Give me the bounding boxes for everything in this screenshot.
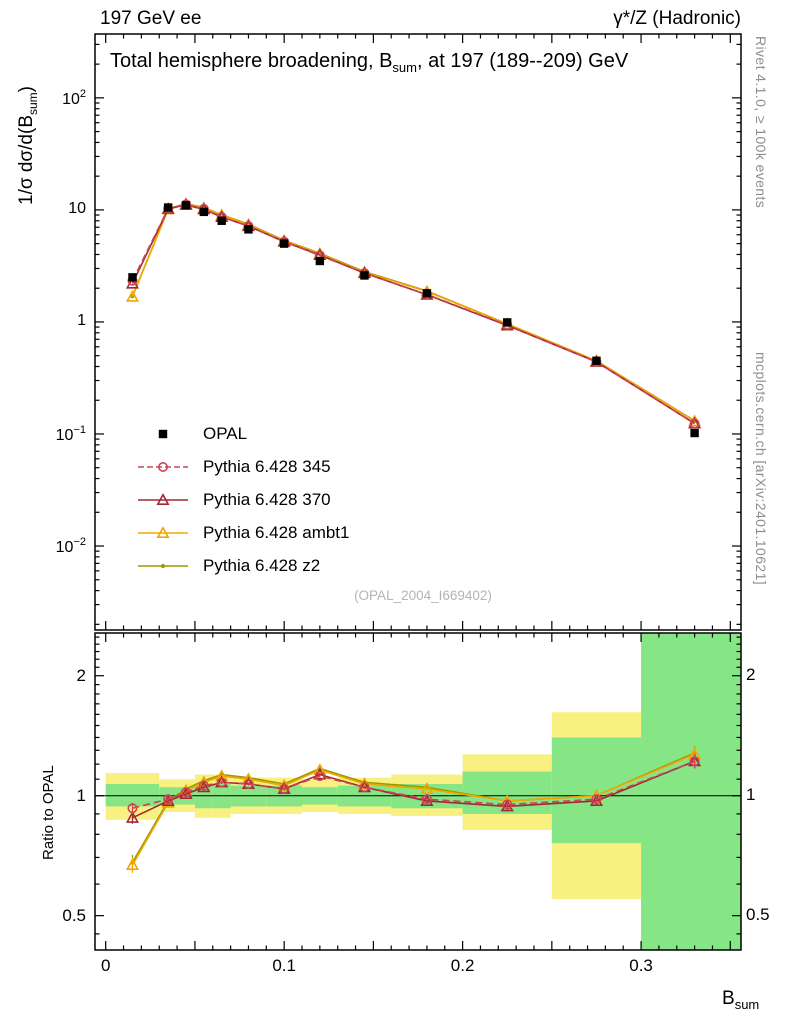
legend-item-pythia-6-428-z2: Pythia 6.428 z2	[136, 549, 349, 582]
green-band-bin	[641, 633, 741, 950]
legend-marker-triangle-icon	[138, 525, 188, 538]
main-series-pythia-6-428-z2	[130, 201, 697, 423]
x-tick-label: 0	[100, 956, 111, 975]
main-y-tick-label: 10	[68, 199, 86, 217]
main-series-pythia-6-428-370	[125, 197, 702, 429]
ratio-y-tick-label: 0.5	[62, 905, 86, 925]
legend-item-label: OPAL	[203, 423, 248, 443]
x-tick-label: 0.2	[450, 956, 475, 975]
x-tick-label: 0.3	[629, 956, 653, 975]
main-series-pythia-6-428-345	[127, 199, 700, 429]
legend-item-pythia-6-428-345: Pythia 6.428 345	[136, 450, 349, 483]
ratio-y-tick-label: 1	[76, 785, 86, 805]
main-y-tick-label: 10−1	[55, 423, 86, 444]
legend-marker-square-icon	[158, 429, 168, 438]
x-tick-label: 0.1	[272, 956, 296, 975]
legend-item-label: Pythia 6.428 370	[203, 489, 331, 509]
plot-title-sub: sum	[392, 60, 417, 75]
process-label: γ*/Z (Hadronic)	[613, 8, 741, 29]
ratio-y-tick-label: 2	[76, 665, 86, 685]
analysis-id-watermark: (OPAL_2004_I669402)	[354, 588, 492, 603]
main-y-tick-label: 10−2	[55, 536, 86, 557]
legend-marker-dot-icon	[138, 563, 188, 568]
legend-item-label: Pythia 6.428 ambt1	[203, 522, 350, 542]
x-axis-label-sub: sum	[734, 996, 760, 1012]
legend-marker-circle-icon	[138, 461, 188, 472]
main-plot-frame	[94, 33, 742, 631]
ratio-series-pythia-6-428-345	[127, 754, 700, 814]
legend-item-label: Pythia 6.428 345	[203, 456, 331, 476]
ratio-plot-frame	[94, 632, 742, 951]
legend: OPAL Pythia 6.428 345 Pythia 6.428 370 Pyth…	[136, 417, 349, 582]
x-axis-label: Bsum	[722, 988, 759, 1012]
main-series-opal	[128, 201, 699, 438]
legend-marker-triangle-icon	[138, 492, 188, 505]
main-series-pythia-6-428-ambt1	[125, 197, 702, 427]
ratio-y-tick-label-right: 1	[746, 784, 756, 804]
legend-item-pythia-6-428-ambt1: Pythia 6.428 ambt1	[136, 516, 349, 549]
plot-title-post: , at 197 (189--209) GeV	[416, 50, 629, 72]
legend-item-pythia-6-428-370: Pythia 6.428 370	[136, 483, 349, 516]
legend-item-label: Pythia 6.428 z2	[203, 555, 321, 575]
ratio-y-tick-label-right: 0.5	[746, 904, 770, 924]
x-axis-label-pre: B	[722, 988, 735, 1009]
rivet-version-label: Rivet 4.1.0, ≥ 100k events	[753, 36, 769, 209]
ratio-y-axis-label: Ratio to OPAL	[40, 765, 57, 860]
main-y-tick-label: 102	[62, 87, 86, 108]
legend-item-opal: OPAL	[136, 417, 349, 450]
beam-energy-label: 197 GeV ee	[100, 8, 202, 29]
axis-ticks	[95, 34, 741, 950]
plot-title: Total hemisphere broadening, Bsum, at 19…	[110, 50, 628, 75]
mcplots-reference-label: mcplots.cern.ch [arXiv:2401.10621]	[753, 352, 769, 586]
ratio-y-tick-label-right: 2	[746, 664, 756, 684]
green-band-bin	[105, 783, 160, 807]
plot-title-pre: Total hemisphere broadening, B	[110, 50, 393, 72]
main-y-tick-label: 1	[77, 311, 86, 329]
main-y-axis-label-pre: 1/σ dσ/d(B	[16, 115, 37, 205]
